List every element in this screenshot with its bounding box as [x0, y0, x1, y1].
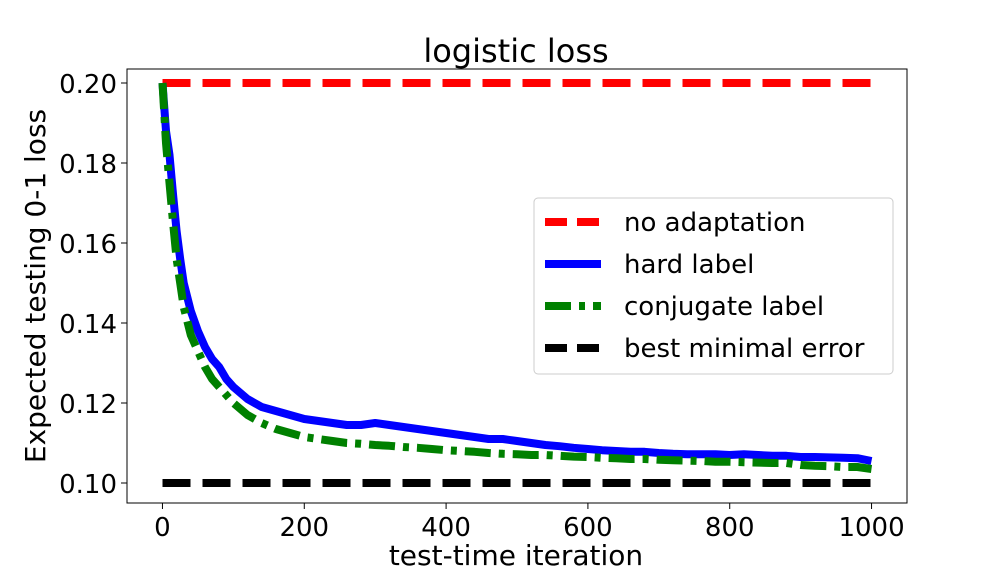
axes: 0 200 400 600 800 1000 0.10 0.12 0.14 0.16 0.18 0.2…: [59, 68, 908, 543]
x-tick-label: 400: [421, 513, 471, 543]
series-line-hard-label: [158, 82, 873, 465]
plot-area: [158, 79, 873, 487]
y-tick-label: 0.20: [59, 70, 117, 100]
y-tick-label: 0.10: [59, 470, 117, 500]
plot-frame: [126, 68, 908, 504]
y-tick-label: 0.12: [59, 390, 117, 420]
x-tick-label: 800: [705, 513, 755, 543]
x-tick-label: 0: [154, 513, 171, 543]
legend-box: [533, 197, 894, 375]
y-tick-label: 0.18: [59, 150, 117, 180]
y-axis-label: Expected testing 0-1 loss: [19, 109, 52, 463]
y-tick-label: 0.16: [59, 230, 117, 260]
legend: no adaptation hard label conjugate label be…: [533, 197, 894, 375]
x-axis-label: test-time iteration: [389, 539, 643, 572]
chart-title: logistic loss: [423, 32, 608, 70]
x-tick-label: 1000: [838, 513, 904, 543]
x-tick-label: 200: [279, 513, 329, 543]
legend-label: no adaptation: [624, 208, 805, 238]
legend-label: best minimal error: [624, 334, 865, 364]
series-line-conjugate-label: [158, 82, 873, 473]
x-tick-label: 600: [563, 513, 613, 543]
legend-label: hard label: [624, 250, 754, 280]
y-tick-label: 0.14: [59, 310, 117, 340]
legend-label: conjugate label: [624, 292, 824, 322]
